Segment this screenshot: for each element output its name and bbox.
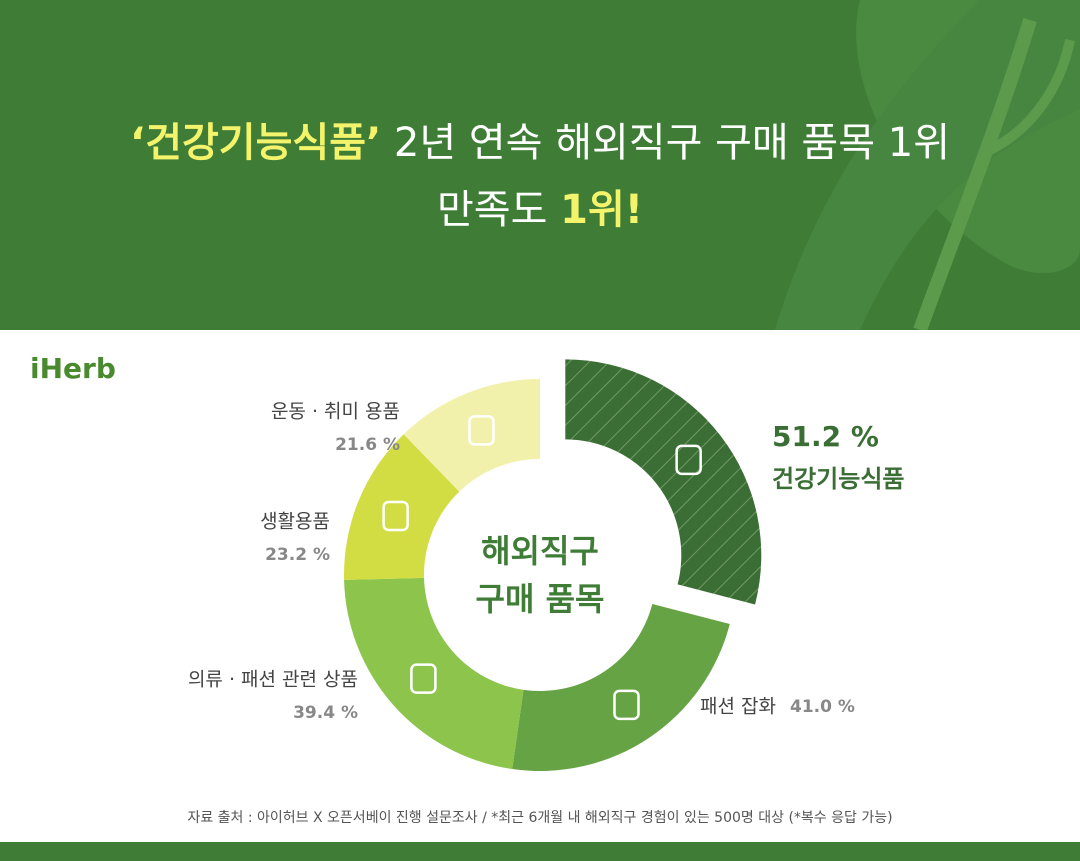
- category-label: 패션 잡화: [700, 696, 776, 718]
- slice-icon: [675, 444, 702, 476]
- leaf-decoration: [775, 0, 1080, 333]
- value-label: 41.0 %: [790, 697, 855, 717]
- logo: iHerb: [30, 352, 116, 385]
- donut-slice: [344, 577, 524, 770]
- value-label: 23.2 %: [265, 545, 330, 565]
- value-label: 51.2 %: [772, 420, 879, 453]
- slice-icon: [410, 663, 437, 694]
- header-highlight: ‘건강기능식품’: [130, 120, 381, 166]
- donut-slice: [403, 379, 540, 492]
- donut-slice: [565, 359, 762, 605]
- header-line1: ‘건강기능식품’ 2년 연속 해외직구 구매 품목 1위: [130, 120, 950, 166]
- slice-icon: [382, 500, 409, 532]
- header-highlight: 1위!: [560, 187, 643, 233]
- center-label: 구매 품목: [476, 580, 605, 618]
- footer-note: 자료 출처 : 아이허브 X 오픈서베이 진행 설문조사 / *최근 6개월 내…: [187, 810, 892, 826]
- category-label: 의류 · 패션 관련 상품: [188, 669, 358, 691]
- center-label: 해외직구: [481, 532, 599, 570]
- slice-icon: [468, 415, 495, 446]
- header-text: 만족도: [437, 187, 547, 233]
- category-label: 생활용품: [260, 511, 330, 533]
- slice-icon: [613, 689, 640, 721]
- category-label: 건강기능식품: [772, 465, 904, 493]
- category-label: 운동 · 취미 용품: [271, 401, 400, 423]
- header-line2: 만족도 1위!: [437, 187, 643, 233]
- header-text: 2년 연속 해외직구 구매 품목 1위: [394, 120, 950, 166]
- donut-slice: [512, 604, 730, 772]
- value-label: 39.4 %: [293, 703, 358, 723]
- bottom-bar: [0, 842, 1080, 861]
- donut-slice: [344, 434, 460, 580]
- value-label: 21.6 %: [335, 435, 400, 455]
